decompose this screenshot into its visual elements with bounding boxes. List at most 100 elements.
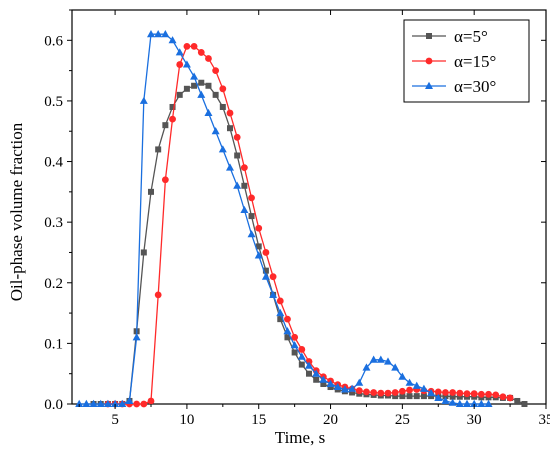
data-point [349,389,356,396]
data-point [427,388,436,397]
data-point [176,91,183,98]
data-point [82,399,91,407]
series-layer [75,30,528,408]
data-point [290,341,299,349]
data-point [212,91,219,98]
y-tick-label: 0.6 [44,33,63,49]
data-point [470,390,478,398]
data-point [376,355,385,363]
data-point [306,370,312,377]
data-point [248,194,255,202]
data-point [233,133,241,141]
data-point [191,82,198,89]
data-point [362,363,371,371]
data-point [255,224,263,232]
data-point [277,316,284,323]
data-point [485,390,492,398]
series-2 [104,42,514,408]
y-tick-label: 0.0 [44,397,63,413]
data-point [204,108,213,117]
legend-label: α=15° [454,52,496,71]
data-point [406,386,413,394]
data-point [254,251,263,259]
data-point [492,391,500,399]
data-point [428,393,435,400]
data-point [441,396,450,404]
data-point [521,401,528,407]
data-point [175,48,184,56]
data-point [434,393,443,401]
data-point [140,400,148,408]
data-point [291,333,299,341]
data-point [226,109,234,117]
data-point [182,60,191,68]
data-point [269,273,277,281]
data-point [455,399,464,407]
data-point [284,315,291,323]
data-point [477,390,485,398]
x-tick-label: 30 [467,412,482,428]
y-tick-label: 0.4 [44,155,63,171]
data-point [456,389,464,397]
data-point [154,30,163,38]
data-point [370,389,378,396]
data-point [477,399,486,407]
y-tick-label: 0.3 [44,215,63,231]
data-point [161,30,170,38]
data-point [198,79,205,86]
data-point [103,399,112,407]
data-point [442,389,449,396]
series-line [93,81,525,405]
data-point [147,397,155,405]
data-point [168,36,177,44]
data-point [391,363,400,371]
data-point [406,393,413,400]
data-point [161,176,169,184]
data-point [291,349,298,356]
x-axis-label: Time, s [275,428,325,447]
data-point [284,334,291,341]
data-point [183,85,190,92]
data-point [363,388,370,396]
data-point [442,393,449,400]
data-point [319,375,328,383]
data-point [197,90,206,98]
data-point [269,290,278,298]
data-point [399,393,406,400]
data-point [412,381,421,389]
data-point [348,384,357,392]
data-point [355,378,364,386]
data-point [154,291,162,299]
data-point [449,389,457,396]
legend-label: α=5° [454,27,488,46]
data-point [456,393,463,400]
series-line [79,33,489,405]
data-point [139,96,148,104]
data-point [369,355,378,363]
data-point [190,72,199,80]
data-point [226,163,234,171]
data-point [205,55,212,62]
data-point [147,30,155,38]
data-point [434,388,442,396]
data-point [276,308,285,317]
data-point [326,379,335,387]
data-point [384,357,392,365]
legend-marker [425,81,433,89]
data-point [212,67,220,75]
data-point [448,398,457,406]
data-point [240,164,248,172]
data-point [355,387,363,395]
data-point [514,397,521,404]
data-point [261,272,270,280]
x-tick-label: 10 [179,412,194,428]
data-point [298,346,306,353]
data-point [298,361,305,368]
data-point [384,389,392,397]
plot-border [71,9,547,405]
data-point [312,369,321,377]
data-point [125,396,134,404]
data-point [169,115,176,123]
data-point [405,378,414,386]
data-point [313,376,320,383]
